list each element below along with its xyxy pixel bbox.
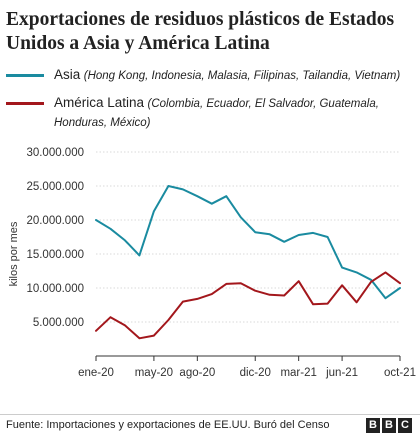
legend-label-latam: América Latina [54,95,145,110]
x-tick-label: jun-21 [325,367,358,379]
y-tick-label: 15.000.000 [26,249,84,261]
x-tick-label: ago-20 [179,367,215,379]
y-axis-label: kilos por mes [8,221,20,286]
logo-letter-1: B [366,418,380,433]
legend-desc-latam: (Colombia, Ecuador, El Salvador, Guatema… [54,98,379,129]
series-line-latam [95,271,401,340]
y-tick-label: 5.000.000 [33,317,84,329]
legend-swatch-latam [6,102,44,105]
x-tick-label: mar-21 [280,367,316,379]
y-tick-label: 30.000.000 [26,147,84,159]
chart-title: Exportaciones de residuos plásticos de E… [6,9,395,54]
source-note: Fuente: Importaciones y exportaciones de… [6,419,330,431]
legend-label-asia: Asia [54,67,81,82]
x-tick-label: may-20 [135,367,173,379]
y-tick-label: 10.000.000 [26,283,84,295]
series-line-asia [95,185,401,300]
x-tick-label: dic-20 [240,367,271,379]
logo-letter-2: B [382,418,396,433]
y-tick-label: 20.000.000 [26,215,84,227]
legend-swatch-asia [6,74,44,77]
x-tick-label: ene-20 [78,367,114,379]
y-tick-label: 25.000.000 [26,181,84,193]
footer-divider [0,414,420,415]
bbc-logo: B B C [366,418,412,433]
legend-desc-asia: (Hong Kong, Indonesia, Malasia, Filipina… [83,70,401,82]
logo-letter-3: C [398,418,412,433]
x-tick-label: oct-21 [384,367,416,379]
